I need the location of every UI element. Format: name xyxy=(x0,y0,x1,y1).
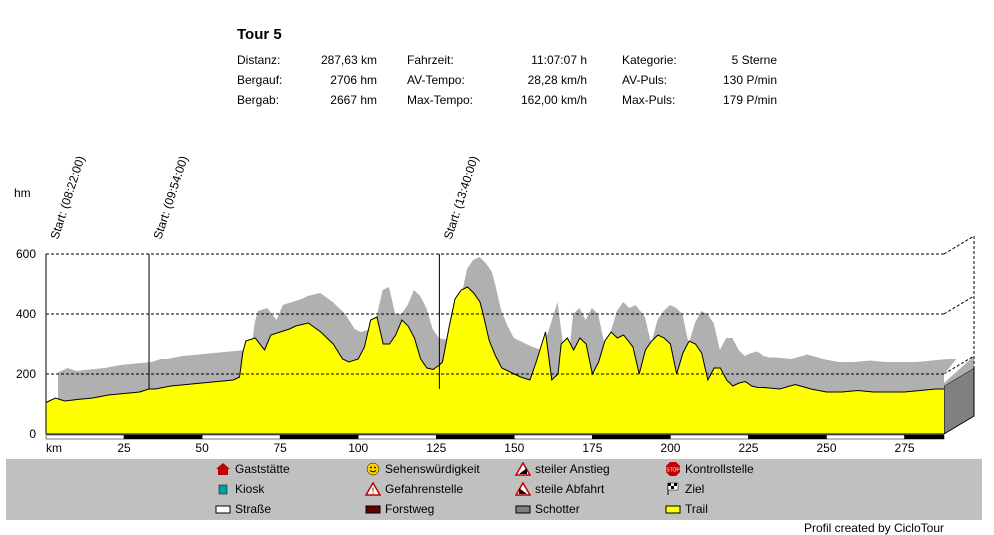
stat-value: 130 P/min xyxy=(722,73,777,87)
legend-label: Schotter xyxy=(535,502,580,516)
profile-line xyxy=(45,286,944,403)
legend-item: STOP Kontrollstelle xyxy=(665,462,754,476)
x-axis-label: km xyxy=(46,441,62,455)
trail-swatch xyxy=(665,502,681,516)
x-tick-label: 125 xyxy=(426,441,446,455)
x-tick-label: 25 xyxy=(117,441,131,455)
smiley-icon xyxy=(365,462,381,476)
km-bar-segment xyxy=(826,434,905,440)
svg-text:STOP: STOP xyxy=(666,468,680,474)
stat-label: Bergab: xyxy=(237,93,280,107)
x-tick-label: 50 xyxy=(195,441,209,455)
frame-diag-top xyxy=(943,235,975,255)
x-tick-label: 275 xyxy=(895,441,915,455)
stat-value: 2706 hm xyxy=(330,73,377,87)
km-bar-segment xyxy=(45,434,125,440)
km-bar-segment xyxy=(279,434,359,440)
tour-title: Tour 5 xyxy=(237,26,282,43)
legend-label: Straße xyxy=(235,502,272,516)
stat-label: AV-Tempo: xyxy=(407,73,465,87)
stat-value: 287,63 km xyxy=(320,53,377,67)
legend-label: Gaststätte xyxy=(235,462,290,476)
y-tick-label: 400 xyxy=(16,307,36,321)
stat-label: AV-Puls: xyxy=(622,73,668,87)
svg-text:!: ! xyxy=(372,486,375,496)
legend-item: steiler Anstieg xyxy=(514,461,610,476)
legend-label: steile Abfahrt xyxy=(535,482,605,496)
steep-descent-icon xyxy=(514,481,532,496)
x-tick-label: 75 xyxy=(273,441,287,455)
legend-item: Sehenswürdigkeit xyxy=(365,462,480,476)
legend-item: Kiosk xyxy=(215,482,264,496)
legend-label: Ziel xyxy=(685,482,705,496)
gravel-swatch xyxy=(515,502,531,516)
forest-road-swatch xyxy=(365,502,381,516)
legend-item: steile Abfahrt xyxy=(514,481,605,496)
stat-label: Bergauf: xyxy=(237,73,283,87)
y-tick-label: 600 xyxy=(16,247,36,261)
legend-item: Gaststätte xyxy=(215,462,290,476)
km-bar-segment xyxy=(201,434,281,440)
x-tick-label: 250 xyxy=(817,441,837,455)
side-panel xyxy=(943,367,975,435)
stat-value: 11:07:07 h xyxy=(531,53,587,67)
x-tick-label: 175 xyxy=(582,441,602,455)
stat-value: 162,00 km/h xyxy=(520,93,587,107)
km-bar-segment xyxy=(514,434,593,440)
km-bar-segment xyxy=(670,434,749,440)
legend-label: Kontrollstelle xyxy=(685,462,754,476)
legend-item: Schotter xyxy=(515,502,580,516)
x-tick-label: 225 xyxy=(738,441,758,455)
x-tick-label: 100 xyxy=(348,441,368,455)
cup-icon xyxy=(215,482,231,496)
house-icon xyxy=(215,462,231,476)
legend-item: ! Gefahrenstelle xyxy=(364,481,464,496)
legend-item: Trail xyxy=(665,502,708,516)
km-bar-segment xyxy=(592,434,671,440)
frame-diag-grid xyxy=(943,295,975,315)
km-bar-segment xyxy=(436,434,515,440)
legend-item: Straße xyxy=(215,502,271,516)
km-bar-segment xyxy=(123,434,203,440)
warning-icon: ! xyxy=(364,481,382,496)
stat-label: Distanz: xyxy=(237,53,281,67)
legend-label: Kiosk xyxy=(235,482,265,496)
stat-label: Kategorie: xyxy=(622,53,677,67)
frame-diag-grid xyxy=(943,355,975,375)
road-swatch xyxy=(215,502,231,516)
x-tick-label: 150 xyxy=(504,441,524,455)
y-tick-label: 0 xyxy=(29,427,36,441)
stat-label: Fahrzeit: xyxy=(407,53,454,67)
steep-climb-icon xyxy=(514,461,532,476)
legend-item: Ziel xyxy=(665,482,704,496)
legend-label: steiler Anstieg xyxy=(535,462,610,476)
start-marker-label: Start: (08:22:00) xyxy=(48,154,88,241)
stat-value: 28,28 km/h xyxy=(527,73,587,87)
legend xyxy=(6,459,982,520)
legend-item: Forstweg xyxy=(365,502,434,516)
x-tick-label: 200 xyxy=(660,441,680,455)
km-bar-segment xyxy=(904,434,945,440)
legend-label: Forstweg xyxy=(385,502,435,516)
y-axis-label: hm xyxy=(14,186,31,200)
stat-value: 5 Sterne xyxy=(731,53,777,67)
km-bar-segment xyxy=(357,434,437,440)
start-marker-label: Start: (13:40:00) xyxy=(441,154,481,241)
finish-flag-icon xyxy=(665,482,681,496)
side-top xyxy=(944,356,974,386)
legend-label: Sehenswürdigkeit xyxy=(385,462,480,476)
km-bar-segment xyxy=(748,434,827,440)
footer-credit: Profil created by CicloTour xyxy=(803,521,944,535)
profile-area xyxy=(46,287,944,434)
start-marker-label: Start: (09:54:00) xyxy=(151,154,191,241)
stat-label: Max-Puls: xyxy=(622,93,676,107)
stop-icon: STOP xyxy=(665,462,681,476)
stat-value: 2667 hm xyxy=(330,93,377,107)
legend-label: Trail xyxy=(685,502,708,516)
legend-label: Gefahrenstelle xyxy=(385,482,464,496)
stat-label: Max-Tempo: xyxy=(407,93,474,107)
y-tick-label: 200 xyxy=(16,367,36,381)
stat-value: 179 P/min xyxy=(722,93,777,107)
